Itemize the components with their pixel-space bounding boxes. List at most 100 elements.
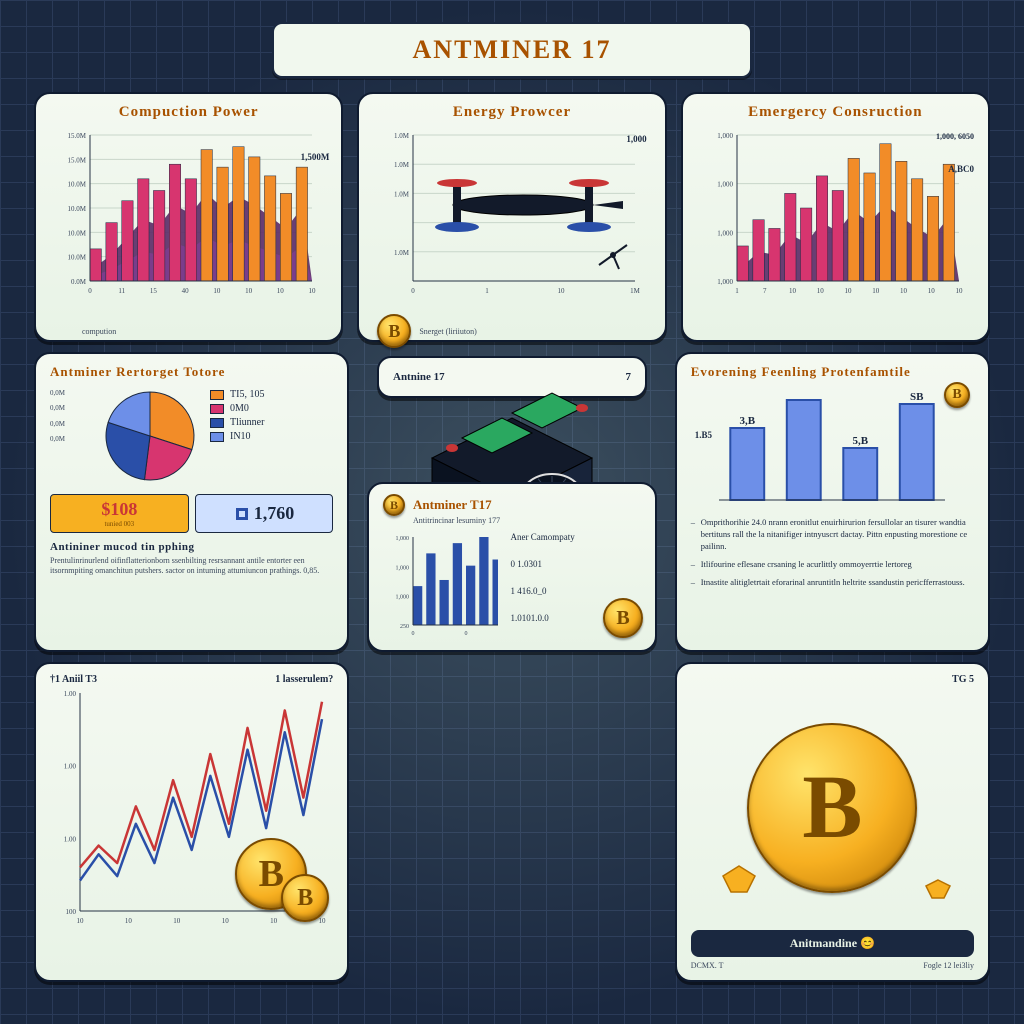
card-big-coin: TG 5 B Anitmandine 😊 DCMX. T Fogle 12 le… — [675, 662, 990, 982]
svg-text:10.0M: 10.0M — [68, 229, 87, 237]
card-title: Compuction Power — [50, 104, 327, 121]
bitcoin-coin-icon: B — [944, 382, 970, 408]
price-box-2: 1,760 — [195, 494, 334, 533]
chart-emergency: 1,0001,0001,0001,0001710101010101010 — [697, 127, 967, 305]
caption: compution — [82, 327, 116, 336]
svg-text:0: 0 — [412, 287, 416, 295]
svg-text:10.0M: 10.0M — [68, 181, 87, 189]
svg-text:1,000: 1,000 — [396, 565, 410, 571]
card-evorening: Evorening Feenling Protenfamtile B 1.B5 … — [675, 352, 990, 652]
specs-sub: Antitrincinar lesurniny 177 — [413, 516, 641, 525]
svg-text:10: 10 — [319, 917, 327, 925]
card-compuction-power: Compuction Power 15.0M15.0M10.0M10.0M10.… — [34, 92, 343, 342]
svg-text:7: 7 — [763, 287, 767, 295]
svg-text:1,000: 1,000 — [717, 181, 733, 189]
subheading: Antininer mucod tin pphing — [50, 541, 333, 553]
title-right: 1 lasserulem? — [275, 674, 333, 685]
svg-text:1.00: 1.00 — [64, 835, 77, 843]
svg-text:3,B: 3,B — [739, 415, 755, 427]
svg-text:40: 40 — [182, 287, 190, 295]
svg-text:10: 10 — [844, 287, 852, 295]
top-label: 1.B5 — [695, 430, 712, 440]
caption: Fogle 12 lei3liy — [923, 961, 974, 970]
svg-text:5,B: 5,B — [852, 435, 868, 447]
svg-text:1.00: 1.00 — [64, 763, 77, 771]
svg-text:10: 10 — [173, 917, 181, 925]
badge: Anitmandine 😊 — [691, 930, 974, 957]
specs-title: Antminer T17 — [413, 497, 492, 513]
antminer-device-icon: ANTMINER — [372, 328, 652, 500]
chart-compuction: 15.0M15.0M10.0M10.0M10.0M10.0M0.0M011154… — [50, 127, 320, 305]
svg-text:10.0M: 10.0M — [68, 205, 87, 213]
svg-text:1.0M: 1.0M — [394, 249, 410, 257]
bullet-list: Omprithorihie 24.0 nrann eronitlut enuir… — [691, 517, 974, 588]
gem-icon — [924, 878, 952, 900]
card-emergency-consruction: Emergercy Consruction 1,000 1,000 1,000 1,0… — [681, 92, 990, 342]
chart-energy: 1.0M1.0M1.0M1.0M01101M — [373, 127, 643, 305]
page-title: ANTMINER 17 — [272, 22, 752, 78]
price-amount: 1,760 — [254, 503, 295, 524]
price-sub: tunied 003 — [53, 520, 186, 528]
svg-text:10: 10 — [277, 287, 285, 295]
pie-chart — [100, 386, 200, 486]
svg-text:10: 10 — [955, 287, 963, 295]
svg-text:1.0M: 1.0M — [394, 132, 410, 140]
svg-text:10: 10 — [77, 917, 85, 925]
card-title: Emergercy Consruction — [697, 104, 974, 121]
ytick: 0,0M — [50, 401, 90, 416]
svg-text:10: 10 — [222, 917, 230, 925]
svg-text:10: 10 — [270, 917, 278, 925]
svg-text:11: 11 — [118, 287, 125, 295]
svg-text:10: 10 — [125, 917, 132, 925]
card-antminer-rertorget: Antminer Rertorget Totore 0,0M 0,0M 0,0M… — [34, 352, 349, 652]
page-title-text: ANTMINER 17 — [413, 35, 612, 65]
bullet-item: Itlifourine eflesane crsaning le acurlit… — [691, 559, 974, 571]
svg-text:15.0M: 15.0M — [68, 132, 87, 140]
svg-text:10: 10 — [927, 287, 935, 295]
card-title: Evorening Feenling Protenfamtile — [691, 364, 974, 380]
svg-text:1,000: 1,000 — [396, 595, 410, 601]
svg-text:1,000: 1,000 — [717, 278, 733, 286]
svg-text:10: 10 — [558, 287, 566, 295]
svg-text:1.0M: 1.0M — [394, 190, 410, 198]
bar-chart: 3,B 5,B SB — [691, 386, 951, 506]
caption: Snerget (liriiuton) — [419, 327, 476, 336]
title-left: †1 Aniil T3 — [50, 674, 97, 685]
card-title: Energy Prowcer — [373, 104, 650, 121]
bullet-item: Omprithorihie 24.0 nrann eronitlut enuir… — [691, 517, 974, 553]
body-text: Prentulinrinurlend oifinflatterionborn s… — [50, 556, 333, 576]
svg-text:1.0M: 1.0M — [394, 161, 410, 169]
svg-text:10: 10 — [872, 287, 880, 295]
svg-text:SB: SB — [910, 391, 924, 403]
price-box-1: $108 tunied 003 — [50, 494, 189, 533]
svg-text:1,000: 1,000 — [717, 229, 733, 237]
svg-text:1,000: 1,000 — [717, 132, 733, 140]
svg-text:0.0M: 0.0M — [71, 278, 87, 286]
badge-label: Anitmandine 😊 — [790, 936, 875, 951]
legend-item: TI5, 105 — [210, 389, 264, 400]
svg-text:1M: 1M — [630, 287, 641, 295]
svg-text:10.0M: 10.0M — [68, 254, 87, 262]
bitcoin-coin-icon: B — [383, 494, 405, 516]
ytick: 0,0M — [50, 386, 90, 401]
svg-text:10: 10 — [816, 287, 824, 295]
annot: 1,500M — [301, 152, 330, 162]
bitcoin-coin-icon: B — [747, 723, 917, 893]
annot: A,BC0 — [948, 164, 974, 174]
legend-item: IN10 — [210, 431, 264, 442]
pie-legend: TI5, 1050M0TliunnerIN10 — [210, 386, 264, 486]
center-bar-chart: 1,0001,0001,000250000 — [383, 531, 498, 641]
annot: 1,000 — [626, 134, 646, 144]
svg-text:10: 10 — [900, 287, 908, 295]
ytick: 0,0M — [50, 417, 90, 432]
svg-text:10: 10 — [309, 287, 317, 295]
svg-text:100: 100 — [66, 908, 77, 916]
svg-text:10: 10 — [245, 287, 253, 295]
chip-icon — [234, 506, 250, 522]
svg-text:10: 10 — [213, 287, 221, 295]
center-column: Antnine 17 7 ANTMINER B Antminer T17 Ant… — [363, 352, 660, 652]
card-title: Antminer Rertorget Totore — [50, 364, 333, 380]
annot2: 1,000, 6050 — [936, 132, 974, 141]
ytick: 0,0M — [50, 432, 90, 447]
bitcoin-coin-icon: B — [281, 874, 329, 922]
